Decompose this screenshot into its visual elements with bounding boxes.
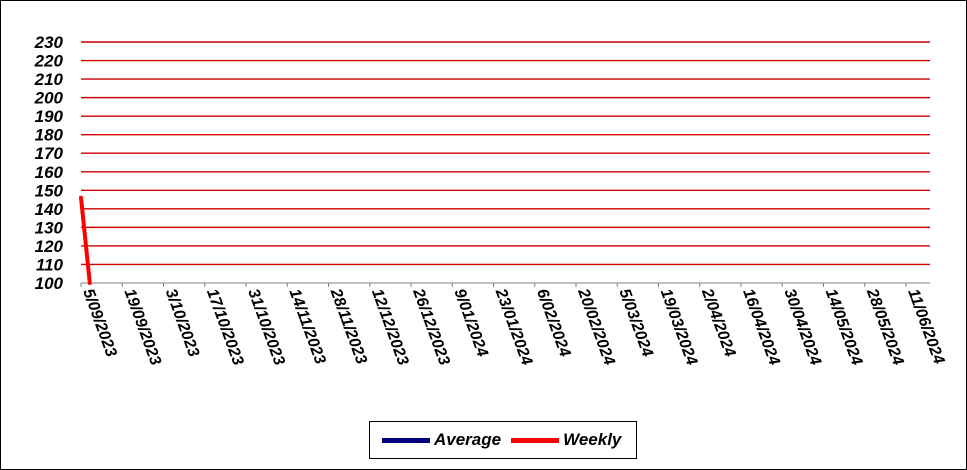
y-tick-label: 100 xyxy=(35,274,64,293)
x-tick-label: 12/12/2023 xyxy=(368,287,411,368)
y-tick-label: 210 xyxy=(34,70,64,89)
y-tick-label: 140 xyxy=(35,200,64,219)
y-tick-label: 220 xyxy=(34,52,64,71)
legend-label-average: Average xyxy=(434,430,502,449)
x-tick-label: 17/10/2023 xyxy=(203,287,246,368)
y-tick-label: 190 xyxy=(35,107,64,126)
y-tick-label: 180 xyxy=(35,126,64,145)
series-lines xyxy=(79,195,92,285)
x-tick-label: 28/11/2023 xyxy=(326,286,369,367)
x-tick-label: 9/01/2024 xyxy=(450,287,490,360)
x-tick-label: 16/04/2024 xyxy=(739,287,782,368)
x-tick-label: 6/02/2024 xyxy=(533,287,573,360)
y-tick-label: 230 xyxy=(34,33,64,52)
x-tick-label: 23/01/2024 xyxy=(491,286,535,368)
x-tick-label: 28/05/2024 xyxy=(863,286,907,368)
legend-item-average: Average xyxy=(382,430,501,450)
x-tick-label: 20/02/2024 xyxy=(574,286,618,368)
y-tick-label: 110 xyxy=(36,255,64,274)
y-tick-label: 130 xyxy=(35,218,64,237)
y-tick-label: 200 xyxy=(34,89,64,108)
x-tick-label: 14/11/2023 xyxy=(285,287,328,367)
y-tick-label: 160 xyxy=(35,163,64,182)
x-tick-label: 19/09/2023 xyxy=(120,287,163,368)
x-tick-label: 31/10/2023 xyxy=(244,287,287,368)
x-tick-label: 3/10/2023 xyxy=(162,287,202,360)
legend-label-weekly: Weekly xyxy=(563,430,622,449)
y-axis-ticks: 2302202102001901801701601501401301201101… xyxy=(34,33,64,293)
legend-item-weekly: Weekly xyxy=(511,430,621,450)
legend-swatch-average xyxy=(382,437,430,443)
gridlines xyxy=(81,41,930,266)
legend: Average Weekly xyxy=(369,421,637,459)
x-tick-label: 11/06/2024 xyxy=(904,287,947,367)
x-tick-label: 5/03/2024 xyxy=(615,287,655,360)
legend-swatch-weekly xyxy=(511,437,560,443)
x-tick-label: 5/09/2023 xyxy=(79,287,119,360)
series-line-weekly xyxy=(79,195,92,285)
x-tick-label: 14/05/2024 xyxy=(822,287,865,368)
y-tick-label: 150 xyxy=(35,181,64,200)
x-tick-label: 19/03/2024 xyxy=(657,287,700,368)
y-tick-label: 170 xyxy=(35,144,64,163)
y-tick-label: 120 xyxy=(35,237,64,256)
x-tick-label: 30/04/2024 xyxy=(780,287,823,368)
x-tick-label: 2/04/2024 xyxy=(698,286,739,360)
x-tick-label: 26/12/2023 xyxy=(409,286,453,368)
